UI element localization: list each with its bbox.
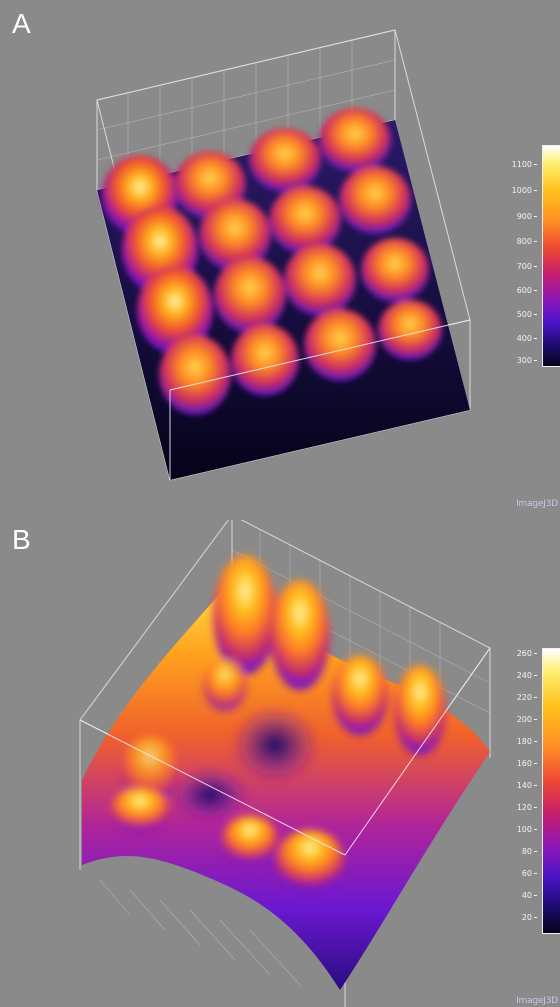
colorbar-a-tick: 900 <box>517 213 537 221</box>
surface-peaks-b <box>110 555 446 890</box>
colorbar-b-tick: 120 <box>517 804 537 812</box>
colorbar-b-tick: 20 <box>522 914 537 922</box>
colorbar-b-tick: 200 <box>517 716 537 724</box>
colorbar-b-tick: 80 <box>522 848 537 856</box>
surface-b <box>82 580 490 990</box>
panel-a: A <box>0 0 560 520</box>
colorbar-b-ticks: 260 240 220 200 180 160 140 120 100 80 6… <box>497 648 537 932</box>
colorbar-a-tick: 300 <box>517 357 537 365</box>
colorbar-b-tick: 160 <box>517 760 537 768</box>
colorbar-a-tick: 800 <box>517 238 537 246</box>
colorbar-b-tick: 140 <box>517 782 537 790</box>
watermark-a: ImageJ3D <box>516 499 558 509</box>
colorbar-b-tick: 40 <box>522 892 537 900</box>
surface-plot-b <box>79 520 491 1007</box>
colorbar-a-tick: 400 <box>517 335 537 343</box>
colorbar-b-tick: 100 <box>517 826 537 834</box>
colorbar-a <box>542 145 560 367</box>
colorbar-b-tick: 220 <box>517 694 537 702</box>
panel-b-label: B <box>12 524 31 555</box>
colorbar-b <box>542 648 560 934</box>
colorbar-a-tick: 600 <box>517 287 537 295</box>
panel-a-label: A <box>12 8 31 39</box>
watermark-b: ImageJ3D <box>516 996 558 1006</box>
colorbar-b-tick: 60 <box>522 870 537 878</box>
colorbar-a-tick: 1000 <box>512 187 537 195</box>
surface-peaks-a <box>102 108 442 415</box>
colorbar-a-tick: 500 <box>517 311 537 319</box>
colorbar-a-tick: 700 <box>517 263 537 271</box>
colorbar-a-ticks: 1100 1000 900 800 700 600 500 400 300 <box>497 145 537 365</box>
colorbar-b-tick: 240 <box>517 672 537 680</box>
colorbar-a-tick: 1100 <box>512 161 537 169</box>
surface-plot-a <box>96 29 471 481</box>
colorbar-b-tick: 260 <box>517 650 537 658</box>
colorbar-b-tick: 180 <box>517 738 537 746</box>
panel-b: B <box>0 520 560 1007</box>
